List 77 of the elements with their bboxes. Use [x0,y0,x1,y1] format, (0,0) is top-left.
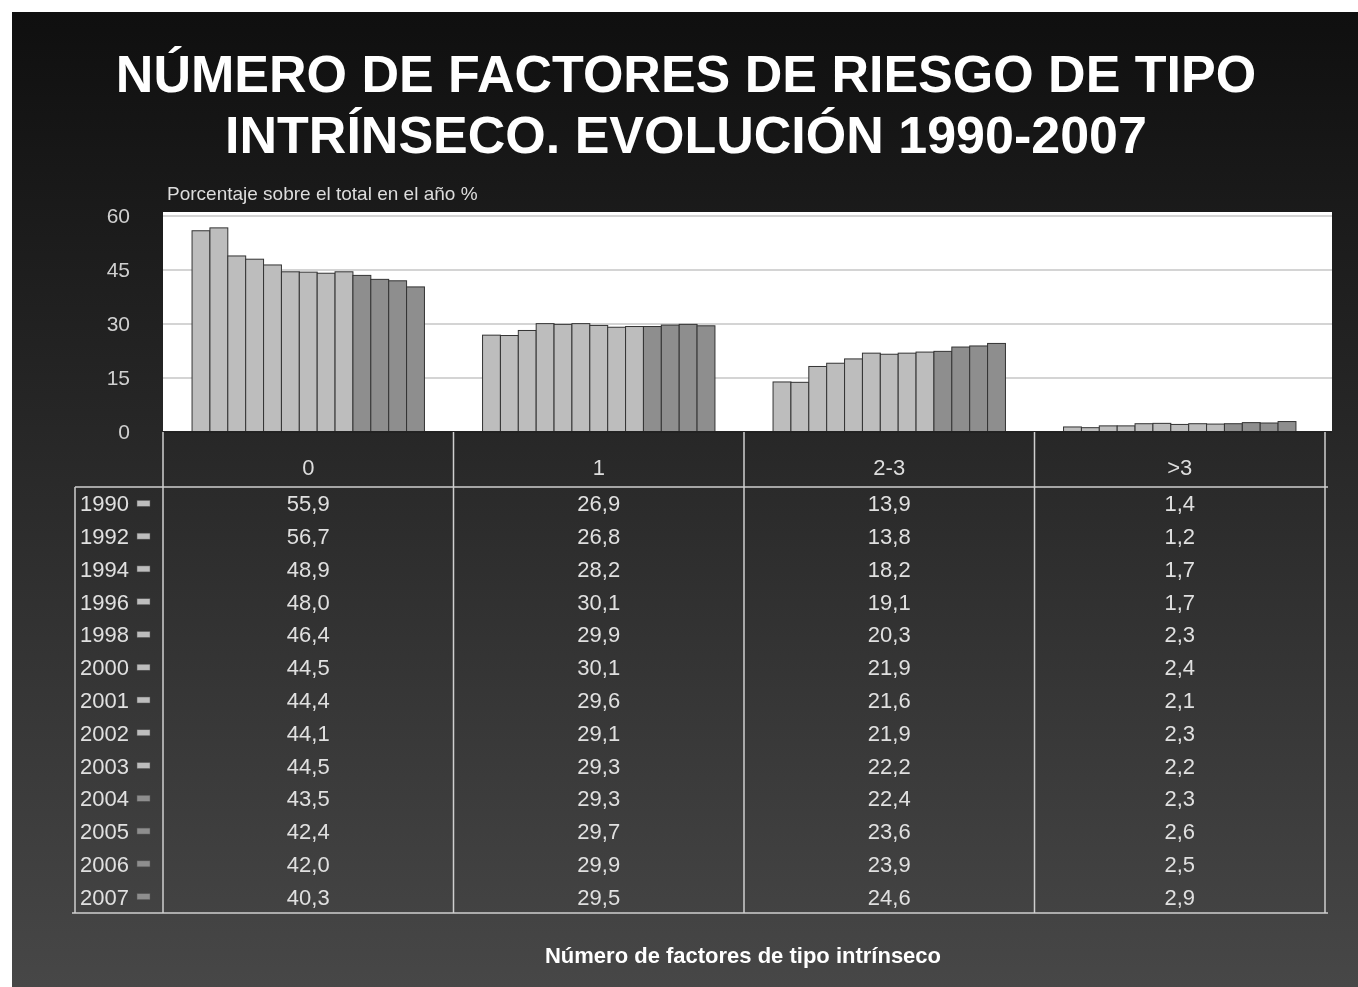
data-label: 2,3 [1164,622,1196,648]
data-label: 1,7 [1164,556,1196,582]
legend-label: 2006 [80,851,129,877]
data-label: 56,7 [286,524,330,550]
data-label: 29,5 [577,884,621,910]
legend-label: 2005 [80,819,129,845]
data-label: 29,7 [577,819,621,845]
data-label: 1,4 [1164,491,1196,517]
legend-label: 2007 [80,884,129,910]
data-label: 44,5 [286,753,330,779]
data-label: 44,1 [286,720,330,746]
legend-label: 2003 [80,753,129,779]
data-label: 24,6 [867,884,911,910]
data-label: 2,1 [1164,688,1196,713]
legend-label: 1998 [80,622,129,648]
legend-label: 2000 [80,655,129,681]
data-label: 20,3 [867,622,911,648]
y-tick-label: 0 [118,420,130,443]
data-label: 55,9 [286,491,330,517]
chart-title: NÚMERO DE FACTORES DE RIESGO DE TIPO INTRÍNSECO. EVOLUCIÓN 1990-2007 [115,45,1257,164]
data-label: 26,8 [577,524,621,550]
y-tick-label: 30 [106,312,130,335]
data-label: 30,1 [577,589,621,615]
x-tick-label: 1 [592,455,605,480]
data-label: 21,6 [867,688,911,713]
data-label: 22,2 [867,753,911,779]
data-label: 23,9 [867,851,911,877]
legend-label: 1992 [80,524,129,550]
legend-label: 2002 [80,720,129,746]
data-label: 29,9 [577,851,621,877]
data-label: 21,9 [867,720,911,746]
data-label: 48,9 [286,556,330,582]
data-label: 46,4 [286,622,330,648]
text: Número de factores de tipo intrínseco [544,943,942,968]
legend-label: 1994 [80,556,129,582]
data-label: 43,5 [286,786,330,812]
y-tick-label: 60 [106,204,130,227]
data-label: 2,3 [1164,720,1196,746]
data-label: 29,6 [577,688,621,713]
data-label: 22,4 [867,786,911,812]
data-label: 13,8 [867,524,911,550]
legend-label: 2001 [80,688,129,713]
data-label: 19,1 [867,589,911,615]
data-label: 13,9 [867,491,911,517]
y-tick-label: 15 [106,366,130,389]
data-label: 44,4 [286,688,330,713]
data-label: 1,2 [1164,524,1196,550]
data-label: 44,5 [286,655,330,681]
legend-label: 1990 [80,491,129,517]
data-label: 40,3 [286,884,330,910]
data-label: 2,4 [1164,655,1196,681]
data-label: 2,6 [1164,819,1196,845]
data-label: 29,1 [577,720,621,746]
data-label: 2,2 [1164,753,1196,779]
data-label: 21,9 [867,655,911,681]
data-label: 30,1 [577,655,621,681]
data-label: 23,6 [867,819,911,845]
x-tick-label: 0 [302,455,315,480]
x-tick-label: >3 [1167,455,1193,480]
data-label: 1,7 [1164,589,1196,615]
data-label: 42,4 [286,819,330,845]
data-label: 29,3 [577,786,621,812]
y-axis-title: Porcentaje sobre el total en el año % [167,183,478,204]
data-label: 28,2 [577,556,621,582]
data-label: 2,3 [1164,786,1196,812]
data-label: 18,2 [867,556,911,582]
data-label: 48,0 [286,589,330,615]
data-label: 26,9 [577,491,621,517]
data-label: 2,9 [1164,884,1196,910]
data-label: 29,9 [577,622,621,648]
y-tick-label: 45 [106,258,130,281]
legend-label: 1996 [80,589,129,615]
data-label: 29,3 [577,753,621,779]
data-label: 2,5 [1164,851,1196,877]
legend-label: 2004 [80,786,129,812]
x-tick-label: 2-3 [873,455,906,480]
data-label: 42,0 [286,851,330,877]
